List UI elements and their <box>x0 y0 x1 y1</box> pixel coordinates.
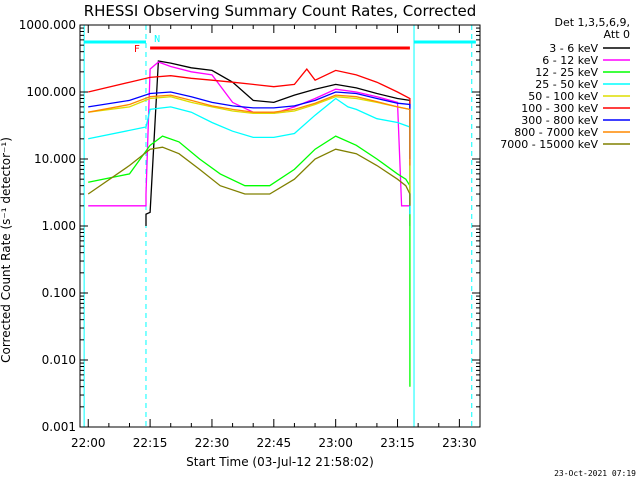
legend-label-3: 25 - 50 keV <box>535 78 598 91</box>
legend-label-7: 800 - 7000 keV <box>514 126 598 139</box>
x-tick-label: 22:00 <box>71 436 106 450</box>
legend-label-5: 100 - 300 keV <box>521 102 598 115</box>
series-line-5 <box>88 68 411 107</box>
series-line-6 <box>88 91 411 159</box>
x-tick-label: 22:45 <box>257 436 292 450</box>
flag-label-F: F <box>134 44 140 55</box>
y-tick-label: 0.100 <box>42 286 76 300</box>
legend-label-1: 6 - 12 keV <box>542 54 598 67</box>
series-line-0 <box>145 60 411 226</box>
x-tick-label: 23:15 <box>380 436 415 450</box>
plot-area: NF <box>83 25 476 427</box>
legend-header-attenuator: Att 0 <box>604 28 630 41</box>
y-tick-label: 100.000 <box>26 85 76 99</box>
x-tick-label: 23:00 <box>318 436 353 450</box>
render-timestamp: 23-Oct-2021 07:19 <box>554 469 636 478</box>
series-line-7 <box>88 94 411 166</box>
y-tick-label: 1000.000 <box>19 18 76 32</box>
y-tick-label: 10.000 <box>34 152 76 166</box>
y-tick-label: 1.000 <box>42 219 76 233</box>
legend-label-8: 7000 - 15000 keV <box>500 138 598 151</box>
series-line-2 <box>88 135 411 387</box>
x-tick-label: 22:30 <box>195 436 230 450</box>
legend-label-4: 50 - 100 keV <box>528 90 598 103</box>
flag-label-N: N <box>154 34 160 45</box>
legend-header-detectors: Det 1,3,5,6,9, <box>554 16 630 29</box>
x-tick-label: 22:15 <box>133 436 168 450</box>
y-tick-label: 0.010 <box>42 353 76 367</box>
chart-title: RHESSI Observing Summary Count Rates, Co… <box>84 2 477 20</box>
x-axis-ticks: 22:00 22:15 22:30 22:45 23:00 23:15 23:30 <box>71 25 477 450</box>
x-tick-label: 23:30 <box>442 436 477 450</box>
x-axis-label: Start Time (03-Jul-12 21:58:02) <box>186 455 374 469</box>
legend-label-0: 3 - 6 keV <box>549 42 598 55</box>
series-line-8 <box>87 146 411 206</box>
series-line-3 <box>88 97 411 215</box>
legend-label-2: 12 - 25 keV <box>535 66 598 79</box>
y-tick-label: 0.001 <box>42 420 76 434</box>
y-axis-label: Corrected Count Rate (s⁻¹ detector⁻¹) <box>0 137 13 363</box>
legend-label-6: 300 - 800 keV <box>521 114 598 127</box>
y-axis-ticks: 1000.000 100.000 10.000 1.000 0.100 0.010 0.00… <box>19 18 480 434</box>
